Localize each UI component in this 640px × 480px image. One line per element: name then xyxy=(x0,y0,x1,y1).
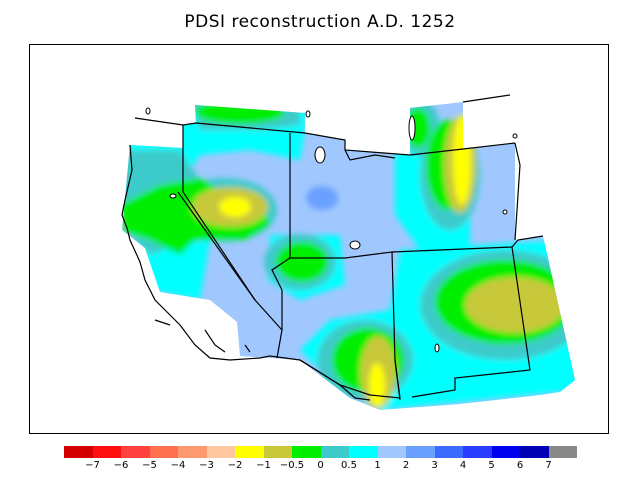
legend-tick-label: 0.5 xyxy=(341,460,357,471)
legend-tick-label: 4 xyxy=(459,460,467,471)
legend-swatch xyxy=(149,446,178,458)
legend-tick-label: 2 xyxy=(402,460,410,471)
legend-swatch xyxy=(292,446,321,458)
legend-tick-label: −2 xyxy=(227,460,243,471)
coastline xyxy=(121,144,371,401)
legend-swatch xyxy=(263,446,292,458)
legend-tick-label: 1 xyxy=(374,460,381,471)
legend-swatch xyxy=(178,446,207,458)
legend-tick-label: 3 xyxy=(431,460,438,471)
legend-swatch xyxy=(206,446,235,458)
legend-tick-label: −0.5 xyxy=(279,460,305,471)
lakes xyxy=(145,107,518,353)
legend-swatch xyxy=(520,446,549,458)
legend-tick-label: −4 xyxy=(170,460,186,471)
legend-labels: −7 −6 −5 −4 −3 −2 −1 −0.5 0 0.5 1 2 3 4 5 6 7 xyxy=(0,460,640,474)
legend-tick-label: −7 xyxy=(85,460,100,471)
legend-swatch xyxy=(548,446,577,458)
legend-swatch xyxy=(121,446,150,458)
legend-swatch xyxy=(320,446,349,458)
legend-tick-label: 6 xyxy=(516,460,524,471)
legend-swatch xyxy=(64,446,93,458)
state-borders xyxy=(134,94,544,401)
legend-swatch xyxy=(463,446,492,458)
legend-tick-label: 0 xyxy=(317,460,324,471)
pdsi-map xyxy=(121,94,575,410)
legend-tick-label: 5 xyxy=(488,460,495,471)
legend-swatch xyxy=(491,446,520,458)
legend-swatch xyxy=(349,446,378,458)
legend-tick-label: −1 xyxy=(256,460,271,471)
map-title: PDSI reconstruction A.D. 1252 xyxy=(184,12,456,32)
pdsi-field xyxy=(122,102,575,410)
legend-tick-label: −5 xyxy=(142,460,157,471)
legend-swatch xyxy=(235,446,264,458)
legend-tick-label: 7 xyxy=(545,460,552,471)
legend-tick-label: −6 xyxy=(113,460,129,471)
legend-swatch xyxy=(92,446,121,458)
legend-swatch xyxy=(406,446,435,458)
legend-swatch xyxy=(377,446,406,458)
legend-color-bar xyxy=(64,446,577,458)
legend-tick-label: −3 xyxy=(199,460,214,471)
legend-swatch xyxy=(434,446,463,458)
